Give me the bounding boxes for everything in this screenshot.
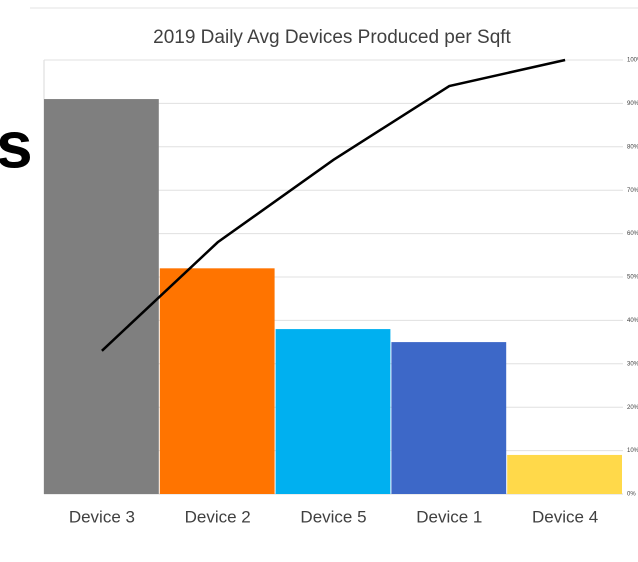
y2-tick-label: 70% — [627, 188, 638, 194]
x-tick-label: Device 5 — [300, 507, 366, 526]
y2-tick-label: 10% — [627, 448, 638, 454]
y2-tick-label: 50% — [627, 275, 638, 281]
y2-tick-label: 100% — [627, 58, 638, 64]
y2-tick-label: 80% — [627, 144, 638, 150]
y2-tick-label: 60% — [627, 231, 638, 237]
slide-text: s — [0, 107, 33, 181]
x-tick-label: Device 2 — [185, 507, 251, 526]
x-tick-label: Device 4 — [532, 507, 598, 526]
y2-tick-label: 40% — [627, 318, 638, 324]
x-tick-label: Device 3 — [69, 507, 135, 526]
bar — [391, 342, 507, 494]
bar — [44, 99, 159, 494]
bar — [159, 268, 275, 494]
y2-tick-label: 90% — [627, 101, 638, 107]
y2-tick-label: 30% — [627, 361, 638, 367]
y2-tick-label: 20% — [627, 405, 638, 411]
cumulative-line — [101, 58, 566, 352]
bar — [275, 329, 391, 494]
x-tick-label: Device 1 — [416, 507, 482, 526]
y2-tick-label: 0% — [627, 492, 636, 498]
bar — [507, 454, 622, 494]
chart-title: 2019 Daily Avg Devices Produced per Sqft — [153, 27, 511, 48]
